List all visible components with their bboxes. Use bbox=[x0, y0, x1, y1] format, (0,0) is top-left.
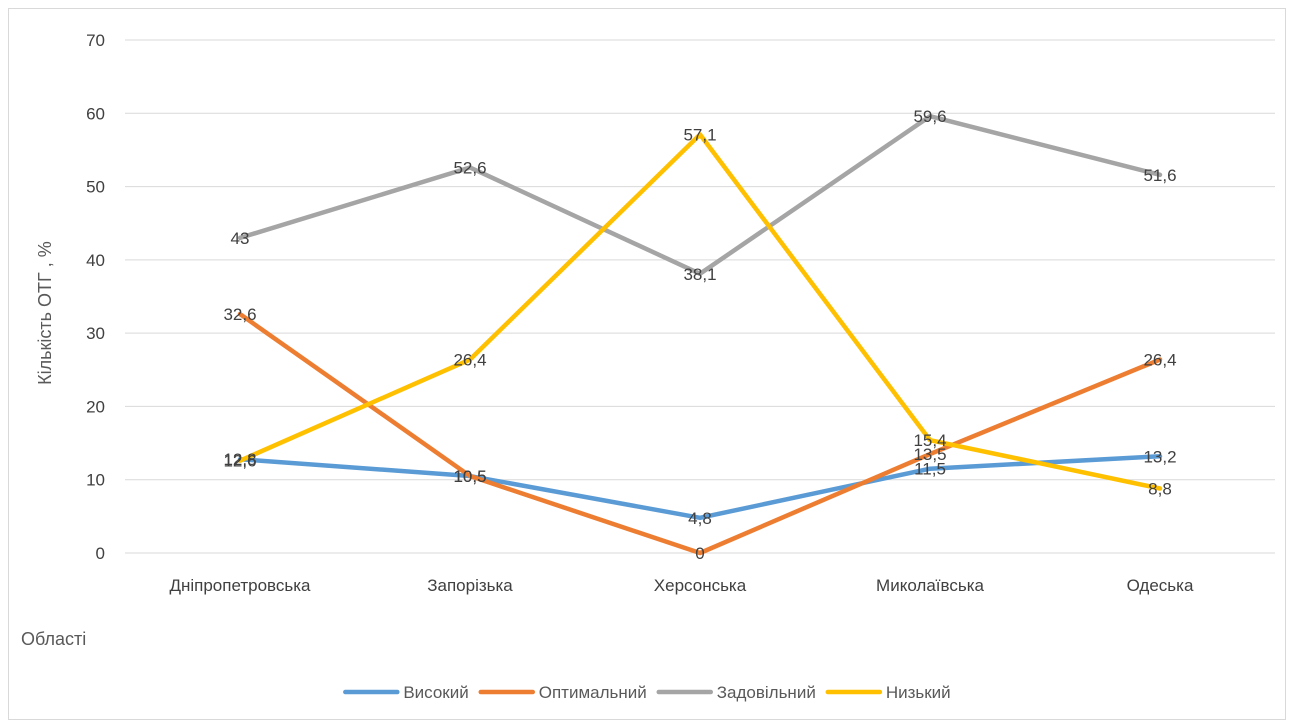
data-label: 12,6 bbox=[223, 452, 256, 471]
data-label: 38,1 bbox=[683, 265, 716, 284]
y-tick-label: 10 bbox=[86, 471, 105, 490]
y-tick-label: 0 bbox=[96, 544, 105, 563]
data-label: 52,6 bbox=[453, 159, 486, 178]
data-label: 13,2 bbox=[1143, 447, 1176, 466]
series-line bbox=[237, 454, 1163, 521]
data-label: 57,1 bbox=[683, 126, 716, 145]
legend-label: Низький bbox=[886, 683, 951, 702]
data-label: 11,5 bbox=[914, 460, 946, 479]
y-tick-label: 50 bbox=[86, 178, 105, 197]
x-tick-label: Одеська bbox=[1127, 576, 1194, 595]
y-tick-label: 20 bbox=[86, 397, 105, 416]
data-label: 10,5 bbox=[453, 467, 486, 486]
data-label: 26,4 bbox=[1143, 351, 1176, 370]
data-labels: 12,810,54,811,513,232,610,5013,526,44352… bbox=[223, 107, 1176, 563]
series-lines bbox=[237, 113, 1163, 556]
y-tick-label: 30 bbox=[86, 324, 105, 343]
y-tick-label: 70 bbox=[86, 31, 105, 50]
data-label: 32,6 bbox=[223, 305, 256, 324]
legend-label: Оптимальний bbox=[539, 683, 647, 702]
data-label: 43 bbox=[231, 229, 250, 248]
gridlines bbox=[125, 39, 1275, 554]
x-tick-label: Дніпропетровська bbox=[169, 576, 311, 595]
x-axis-ticks: Дніпропетровська Запорізька Херсонська Мико… bbox=[169, 576, 1193, 595]
x-tick-label: Запорізька bbox=[427, 576, 513, 595]
data-label: 51,6 bbox=[1143, 166, 1176, 185]
y-tick-label: 40 bbox=[86, 251, 105, 270]
data-label: 4,8 bbox=[688, 509, 712, 528]
y-axis-ticks: 0 10 20 30 40 50 60 70 bbox=[86, 31, 105, 563]
series-line bbox=[237, 132, 1163, 491]
x-tick-label: Миколаївська bbox=[876, 576, 984, 595]
chart-frame: 0 10 20 30 40 50 60 70 Дніпропетровська Запорізь… bbox=[8, 8, 1286, 720]
data-label: 12,8 bbox=[223, 450, 256, 469]
data-label: 59,6 bbox=[913, 107, 946, 126]
data-label: 10,5 bbox=[453, 467, 486, 486]
data-label: 26,4 bbox=[453, 351, 486, 370]
x-axis-title: Області bbox=[21, 629, 86, 649]
series-line bbox=[237, 311, 1163, 556]
data-label: 8,8 bbox=[1148, 480, 1172, 499]
y-axis-title: Кількість ОТГ , % bbox=[35, 241, 55, 385]
data-label: 0 bbox=[695, 544, 704, 563]
legend: Високий Оптимальний Задовільний Низький bbox=[343, 683, 951, 702]
y-tick-label: 60 bbox=[86, 104, 105, 123]
series-line bbox=[237, 113, 1163, 277]
legend-label: Задовільний bbox=[717, 683, 816, 702]
legend-label: Високий bbox=[403, 683, 468, 702]
data-label: 15,4 bbox=[913, 431, 946, 450]
line-chart: 0 10 20 30 40 50 60 70 Дніпропетровська Запорізь… bbox=[21, 31, 1275, 702]
x-tick-label: Херсонська bbox=[654, 576, 747, 595]
data-label: 13,5 bbox=[913, 445, 946, 464]
